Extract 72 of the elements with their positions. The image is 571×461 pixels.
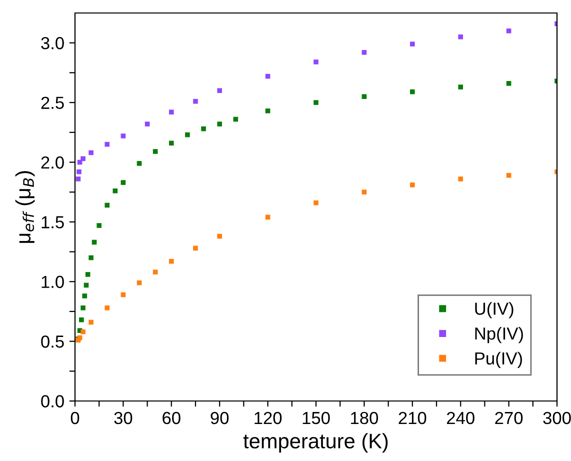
point bbox=[506, 81, 512, 86]
y-tick-label: 1.0 bbox=[42, 276, 64, 288]
point bbox=[185, 132, 190, 138]
point bbox=[152, 149, 158, 154]
point bbox=[82, 294, 88, 298]
x-tick-label: 30 bbox=[114, 412, 132, 424]
x-tick-label: 120 bbox=[254, 412, 282, 424]
y-tick-label: 1.5 bbox=[42, 216, 64, 228]
point bbox=[506, 172, 512, 178]
x-tick-label: 300 bbox=[543, 412, 571, 424]
point bbox=[265, 214, 270, 220]
point bbox=[80, 329, 86, 334]
y-tick-label: 0.5 bbox=[41, 335, 64, 348]
point bbox=[458, 84, 464, 90]
point bbox=[217, 234, 222, 239]
point bbox=[217, 88, 222, 94]
point bbox=[76, 169, 82, 174]
point bbox=[88, 320, 94, 325]
point bbox=[152, 270, 158, 274]
point bbox=[362, 50, 367, 55]
legend-label: Pu(IV) bbox=[475, 352, 522, 368]
point bbox=[410, 89, 415, 94]
point bbox=[314, 200, 318, 206]
point bbox=[201, 126, 206, 132]
point bbox=[85, 272, 90, 277]
point bbox=[104, 142, 110, 147]
point bbox=[104, 305, 110, 310]
y-tick-label: 0.0 bbox=[41, 395, 64, 408]
y-axis-title: μ$_{eff}$ (μ$_{B}$) bbox=[15, 171, 35, 243]
x-tick-label: 210 bbox=[398, 412, 426, 424]
x-tick-label: 0 bbox=[70, 412, 80, 424]
point bbox=[362, 190, 367, 194]
point bbox=[88, 255, 94, 260]
point bbox=[80, 156, 86, 162]
point bbox=[314, 60, 318, 64]
x-axis-title: temperature (K) bbox=[243, 433, 388, 453]
legend-label: Np(IV) bbox=[475, 326, 523, 344]
point bbox=[120, 134, 126, 138]
x-tick-label: 180 bbox=[351, 412, 378, 424]
point bbox=[88, 150, 94, 156]
point bbox=[314, 100, 318, 105]
point bbox=[136, 161, 142, 166]
point bbox=[362, 94, 367, 99]
point bbox=[80, 305, 86, 310]
point bbox=[104, 202, 110, 208]
point bbox=[168, 258, 174, 264]
x-tick-label: 150 bbox=[302, 412, 330, 424]
point bbox=[410, 182, 415, 188]
legend-label: U(IV) bbox=[475, 302, 514, 318]
point bbox=[410, 42, 415, 46]
point bbox=[193, 246, 198, 251]
point bbox=[458, 176, 464, 182]
point bbox=[193, 98, 198, 104]
point bbox=[96, 223, 102, 228]
y-tick-label: 3.0 bbox=[41, 37, 64, 50]
point bbox=[112, 188, 118, 194]
point bbox=[217, 122, 222, 126]
point bbox=[120, 180, 126, 185]
x-tick-label: 60 bbox=[162, 412, 180, 424]
y-tick-label: 2.5 bbox=[41, 96, 64, 109]
point bbox=[168, 140, 174, 146]
point bbox=[79, 317, 84, 322]
y-tick-label: 2.0 bbox=[41, 156, 64, 169]
point bbox=[506, 28, 512, 34]
x-tick-label: 270 bbox=[495, 412, 523, 424]
point bbox=[76, 176, 81, 182]
point bbox=[168, 110, 174, 114]
x-tick-label: 240 bbox=[446, 412, 474, 424]
point bbox=[265, 108, 270, 114]
point bbox=[144, 122, 150, 126]
x-tick-label: 90 bbox=[210, 412, 229, 424]
point bbox=[458, 34, 464, 40]
